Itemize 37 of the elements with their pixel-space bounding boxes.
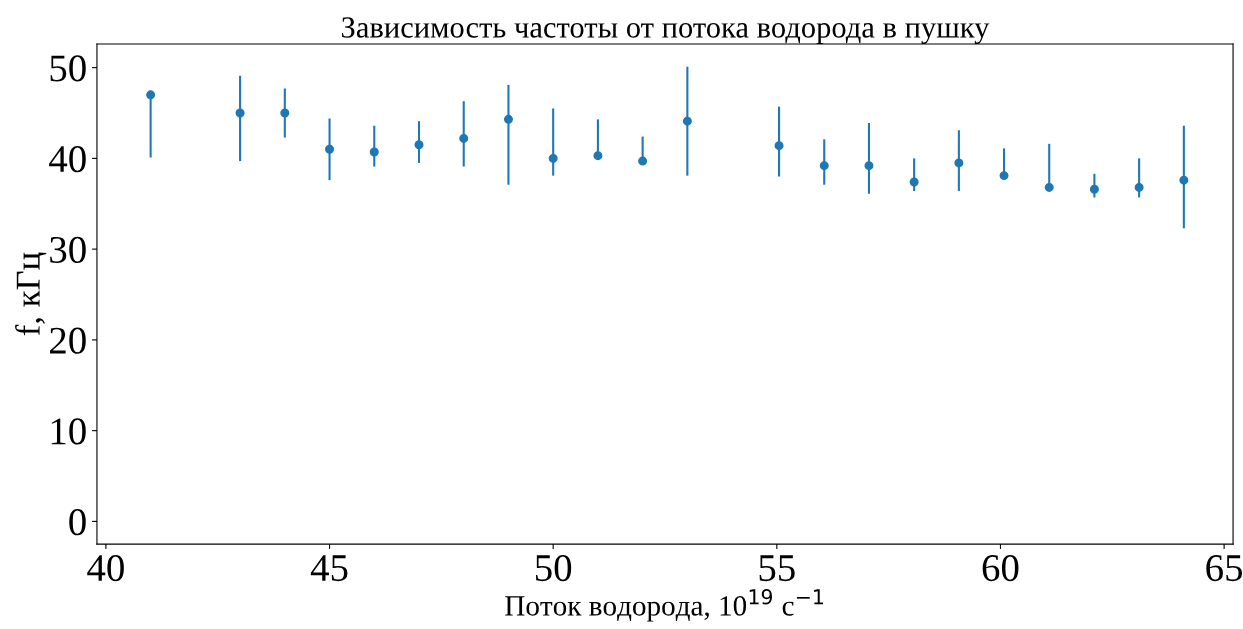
x-tick-label: 65 [1206,555,1243,582]
point [954,158,964,168]
point [369,147,379,157]
x-tick-label: 60 [982,554,1019,582]
point [235,108,245,118]
y-tick-label: 30 [50,236,86,264]
point [682,116,692,126]
x-axis-title: Поток водорода, 10$^{19}$ с$^{−1}$ [505,589,823,622]
y-tick-label: 50 [50,55,86,82]
point [459,133,469,143]
chart-title: Зависимость частоты от потока водорода в пушку [341,17,990,45]
y-axis-title: f, кГц [15,252,47,336]
point [1044,182,1054,192]
point [280,108,290,118]
y-tick-label: 0 [69,509,86,536]
point [1089,184,1099,194]
y-tick-label: 20 [50,327,86,354]
x-tick-label: 50 [536,554,572,582]
point [774,141,784,151]
point [638,156,648,166]
point [593,151,603,161]
point [909,177,919,187]
point [325,144,335,154]
point [414,140,424,150]
point [146,90,156,100]
y-tick-label: 10 [51,418,86,445]
x-tick-label: 40 [87,554,124,582]
point [1179,175,1189,185]
point [1134,182,1144,192]
point [819,161,829,171]
point [864,161,874,171]
point [503,114,513,124]
y-tick-label: 40 [49,146,86,173]
x-tick-label: 45 [310,555,348,582]
point [548,153,558,163]
x-tick-label: 55 [759,555,795,582]
point [999,171,1009,181]
